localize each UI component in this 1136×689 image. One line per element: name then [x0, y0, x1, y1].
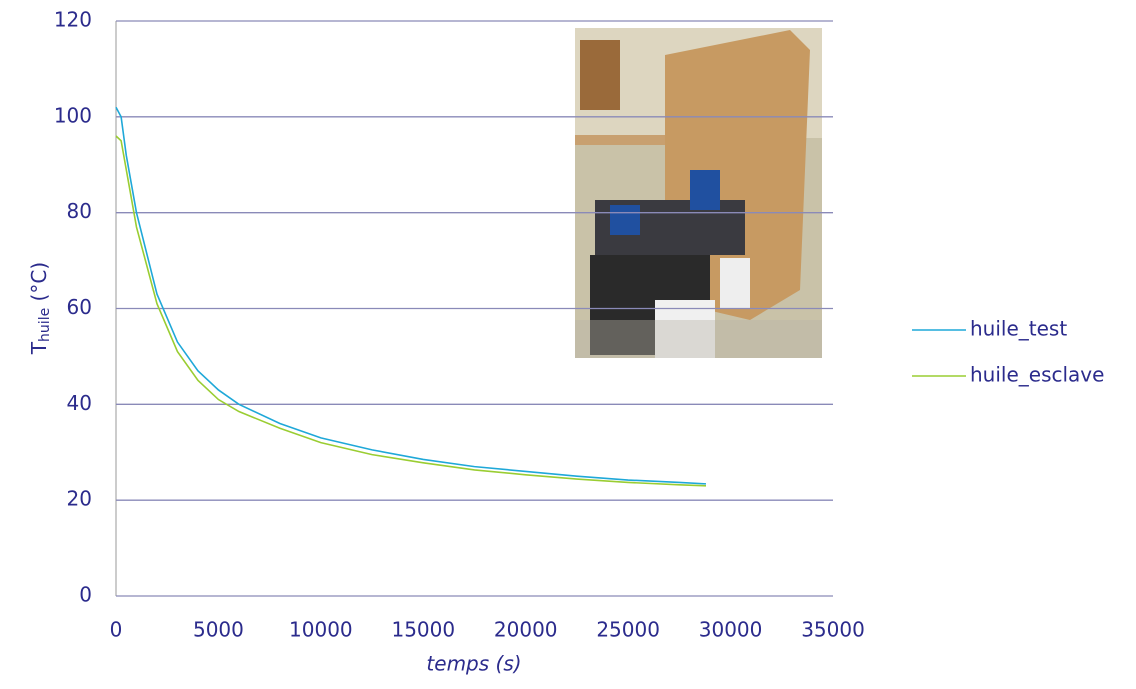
legend-label: huile_test — [970, 317, 1067, 341]
x-tick-label: 25000 — [596, 618, 660, 642]
x-tick-label: 20000 — [494, 618, 558, 642]
y-label-unit: (°C) — [27, 262, 51, 308]
x-tick-label: 15000 — [391, 618, 455, 642]
y-tick-label: 60 — [67, 295, 92, 319]
y-axis-title: Thuile (°C) — [27, 262, 54, 355]
legend-label: huile_esclave — [970, 363, 1104, 387]
y-tick-label: 0 — [79, 583, 92, 607]
y-tick-label: 120 — [54, 8, 92, 32]
x-tick-label: 10000 — [289, 618, 353, 642]
y-tick-label: 80 — [67, 199, 92, 223]
y-tick-label: 40 — [67, 391, 92, 415]
y-label-sub: huile — [37, 308, 53, 342]
y-tick-label: 100 — [54, 103, 92, 127]
y-label-main: T — [27, 341, 51, 355]
series-line — [115, 135, 707, 487]
photo — [575, 28, 822, 358]
x-axis-title: temps (s) — [426, 652, 521, 676]
x-tick-label: 0 — [110, 618, 123, 642]
y-tick-label: 20 — [67, 487, 92, 511]
x-tick-label: 5000 — [193, 618, 244, 642]
series-line — [115, 106, 707, 485]
x-tick-label: 35000 — [801, 618, 865, 642]
x-tick-label: 30000 — [699, 618, 763, 642]
